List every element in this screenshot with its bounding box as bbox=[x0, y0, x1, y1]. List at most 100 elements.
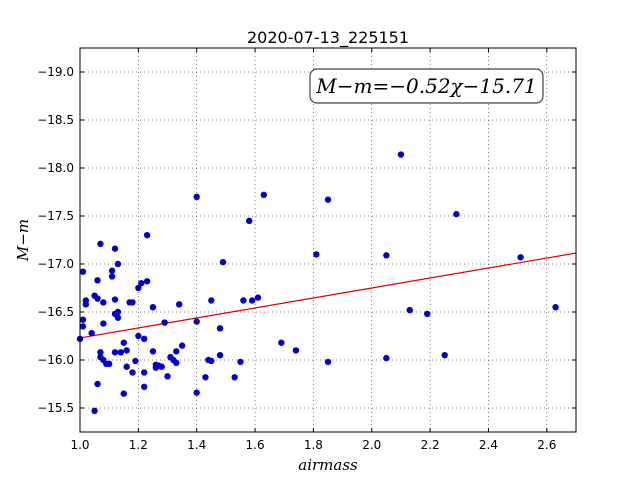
x-tick-label: 2.2 bbox=[421, 438, 440, 452]
annotation-text: M−m=−0.52χ−15.71 bbox=[315, 74, 536, 98]
data-point bbox=[114, 314, 122, 321]
annotation-box bbox=[309, 68, 544, 104]
data-point bbox=[82, 297, 90, 304]
data-point bbox=[120, 390, 127, 397]
plot-area bbox=[80, 48, 576, 432]
x-tick-label: 1.6 bbox=[246, 438, 265, 452]
data-point bbox=[313, 251, 320, 258]
data-point bbox=[254, 294, 262, 301]
data-point bbox=[79, 323, 87, 330]
data-point bbox=[278, 339, 285, 346]
data-point bbox=[173, 359, 180, 367]
x-tick-label: 1.4 bbox=[187, 438, 206, 452]
chart-title: 2020-07-13_225151 bbox=[247, 28, 409, 48]
data-point bbox=[453, 210, 460, 218]
data-point bbox=[552, 304, 559, 311]
data-point bbox=[111, 296, 119, 303]
data-point bbox=[173, 348, 180, 355]
y-tick-label: −15.5 bbox=[37, 401, 74, 415]
data-point bbox=[108, 273, 116, 280]
points-layer bbox=[76, 151, 559, 415]
data-point bbox=[79, 268, 87, 275]
y-axis-label: M−m bbox=[14, 219, 32, 262]
data-point bbox=[91, 407, 98, 415]
data-point bbox=[246, 217, 253, 224]
data-point bbox=[178, 342, 186, 349]
data-point bbox=[114, 308, 122, 316]
y-tick-label: −19.0 bbox=[37, 65, 74, 79]
data-point bbox=[79, 316, 87, 323]
fit-annotation: M−m=−0.52χ−15.71 bbox=[309, 68, 544, 104]
data-point bbox=[97, 240, 104, 248]
data-point bbox=[216, 325, 224, 332]
ticks bbox=[79, 48, 576, 432]
data-point bbox=[231, 374, 238, 381]
data-point bbox=[97, 349, 104, 356]
data-point bbox=[406, 306, 413, 314]
data-point bbox=[135, 332, 142, 340]
data-point bbox=[135, 284, 142, 292]
data-point bbox=[129, 369, 136, 376]
x-tick-label: 1.8 bbox=[304, 438, 323, 452]
data-point bbox=[114, 260, 122, 268]
data-point bbox=[193, 193, 200, 200]
y-tick-label: −16.0 bbox=[37, 353, 74, 367]
x-axis-label: airmass bbox=[298, 456, 358, 474]
y-tick-labels: −15.5 −16.0 −16.5 −17.0 −17.5 −18.0 −18.5 −19.0 bbox=[37, 65, 74, 415]
x-tick-label: 2.0 bbox=[362, 438, 381, 452]
x-tick-label: 1.0 bbox=[70, 438, 89, 452]
data-point bbox=[140, 383, 148, 391]
data-point bbox=[117, 349, 125, 356]
data-point bbox=[111, 245, 119, 252]
data-point bbox=[123, 363, 130, 370]
x-tick-label: 2.4 bbox=[479, 438, 498, 452]
data-point bbox=[149, 304, 157, 311]
y-tick-label: −17.0 bbox=[37, 257, 74, 271]
x-tick-labels: 1.0 1.2 1.4 1.6 1.8 2.0 2.2 2.4 2.6 bbox=[70, 438, 556, 452]
data-point bbox=[149, 348, 157, 355]
data-point bbox=[129, 299, 136, 306]
data-point bbox=[193, 318, 200, 325]
x-tick-label: 1.2 bbox=[129, 438, 148, 452]
data-point bbox=[140, 335, 148, 343]
data-point bbox=[441, 352, 448, 359]
data-point bbox=[164, 373, 171, 380]
data-point bbox=[216, 352, 224, 359]
data-point bbox=[120, 339, 127, 346]
data-point bbox=[94, 277, 101, 284]
data-point bbox=[383, 354, 390, 362]
data-point bbox=[123, 347, 130, 354]
data-point bbox=[176, 301, 183, 308]
data-point bbox=[237, 358, 244, 366]
data-point bbox=[132, 357, 139, 365]
data-point bbox=[94, 295, 101, 302]
data-point bbox=[111, 349, 119, 356]
x-tick-label: 2.6 bbox=[537, 438, 556, 452]
data-point bbox=[105, 360, 113, 368]
y-tick-label: −18.0 bbox=[37, 161, 74, 175]
data-point bbox=[292, 347, 300, 354]
data-point bbox=[260, 191, 268, 199]
data-point bbox=[94, 380, 101, 388]
data-point bbox=[202, 374, 209, 381]
data-point bbox=[100, 320, 107, 327]
data-point bbox=[193, 389, 200, 396]
data-point bbox=[143, 232, 151, 239]
data-point bbox=[208, 357, 215, 365]
data-point bbox=[324, 196, 332, 203]
data-point bbox=[397, 151, 405, 158]
data-point bbox=[143, 278, 151, 285]
plot-frame bbox=[79, 47, 577, 433]
data-point bbox=[383, 252, 390, 259]
y-tick-label: −18.5 bbox=[37, 113, 74, 127]
data-point bbox=[424, 310, 431, 318]
data-point bbox=[208, 297, 215, 304]
data-point bbox=[324, 358, 332, 366]
data-point bbox=[108, 267, 116, 274]
data-point bbox=[100, 299, 107, 306]
data-point bbox=[158, 363, 165, 370]
data-point bbox=[517, 254, 524, 261]
data-point bbox=[248, 297, 256, 304]
data-point bbox=[140, 369, 148, 376]
data-point bbox=[240, 297, 247, 304]
